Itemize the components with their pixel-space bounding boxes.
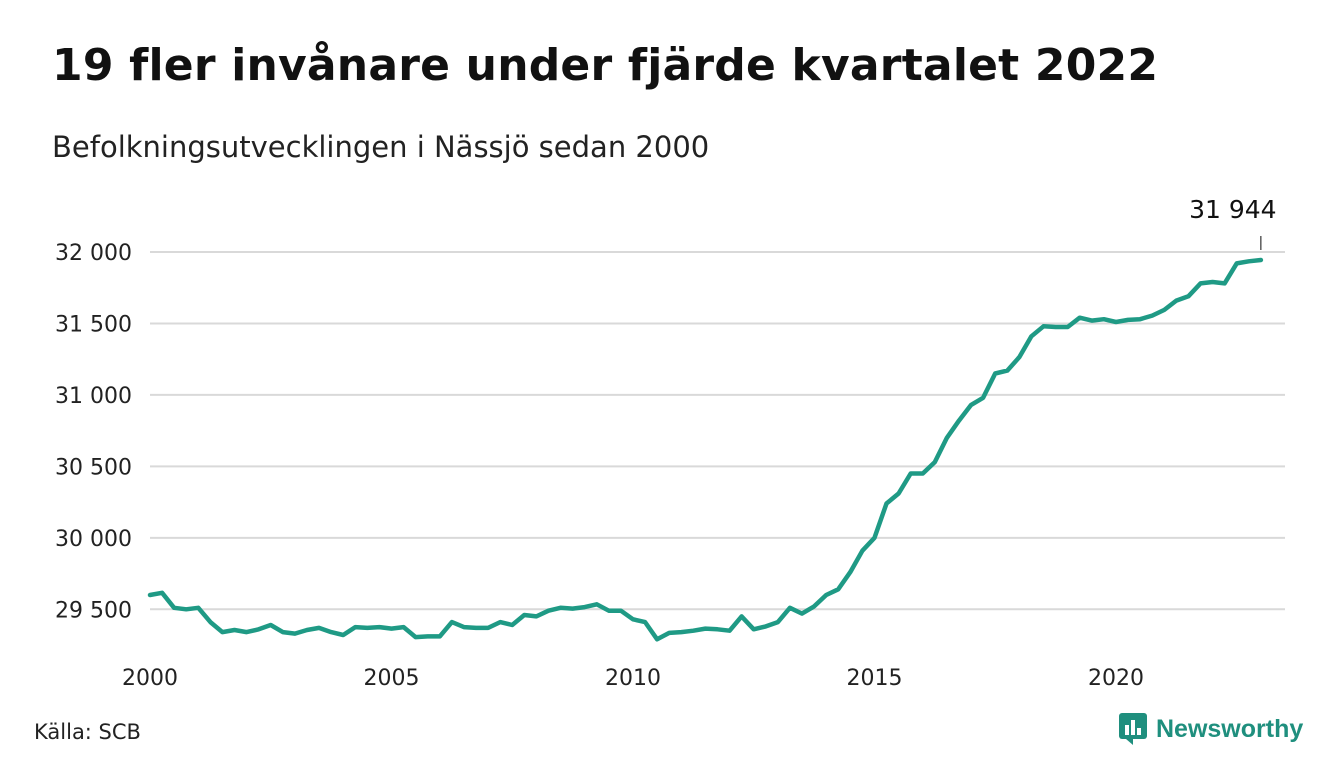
- y-tick-label: 30 500: [55, 455, 132, 480]
- population-line: [147, 257, 1264, 642]
- x-tick-label: 2015: [846, 666, 902, 691]
- x-tick-label: 2000: [122, 666, 178, 691]
- x-tick-label: 2005: [363, 666, 419, 691]
- end-value-label: 31 944: [1189, 195, 1276, 224]
- y-tick-label: 32 000: [55, 241, 132, 266]
- brand-name: Newsworthy: [1156, 714, 1304, 743]
- chart-title: 19 fler invånare under fjärde kvartalet …: [52, 40, 1159, 91]
- x-tick-label: 2020: [1088, 666, 1144, 691]
- brand-logo[interactable]: Newsworthy: [1118, 712, 1303, 746]
- newsworthy-logo-icon: [1119, 713, 1147, 745]
- y-axis-ticks: 29 500 30 000 30 500 31 000 31 500 32 000: [55, 241, 132, 623]
- x-axis-ticks: 2000 2005 2010 2015 2020: [122, 666, 1144, 691]
- source-note: Källa: SCB: [34, 720, 141, 744]
- gridlines: [150, 251, 1285, 611]
- x-tick-label: 2010: [605, 666, 661, 691]
- line-chart: 29 500 30 000 30 500 31 000 31 500 32 000 200…: [55, 195, 1285, 691]
- y-tick-label: 31 500: [55, 312, 132, 337]
- y-tick-label: 29 500: [55, 598, 132, 623]
- y-tick-label: 30 000: [55, 527, 132, 552]
- y-tick-label: 31 000: [55, 384, 132, 409]
- chart-subtitle: Befolkningsutvecklingen i Nässjö sedan 2…: [52, 130, 710, 164]
